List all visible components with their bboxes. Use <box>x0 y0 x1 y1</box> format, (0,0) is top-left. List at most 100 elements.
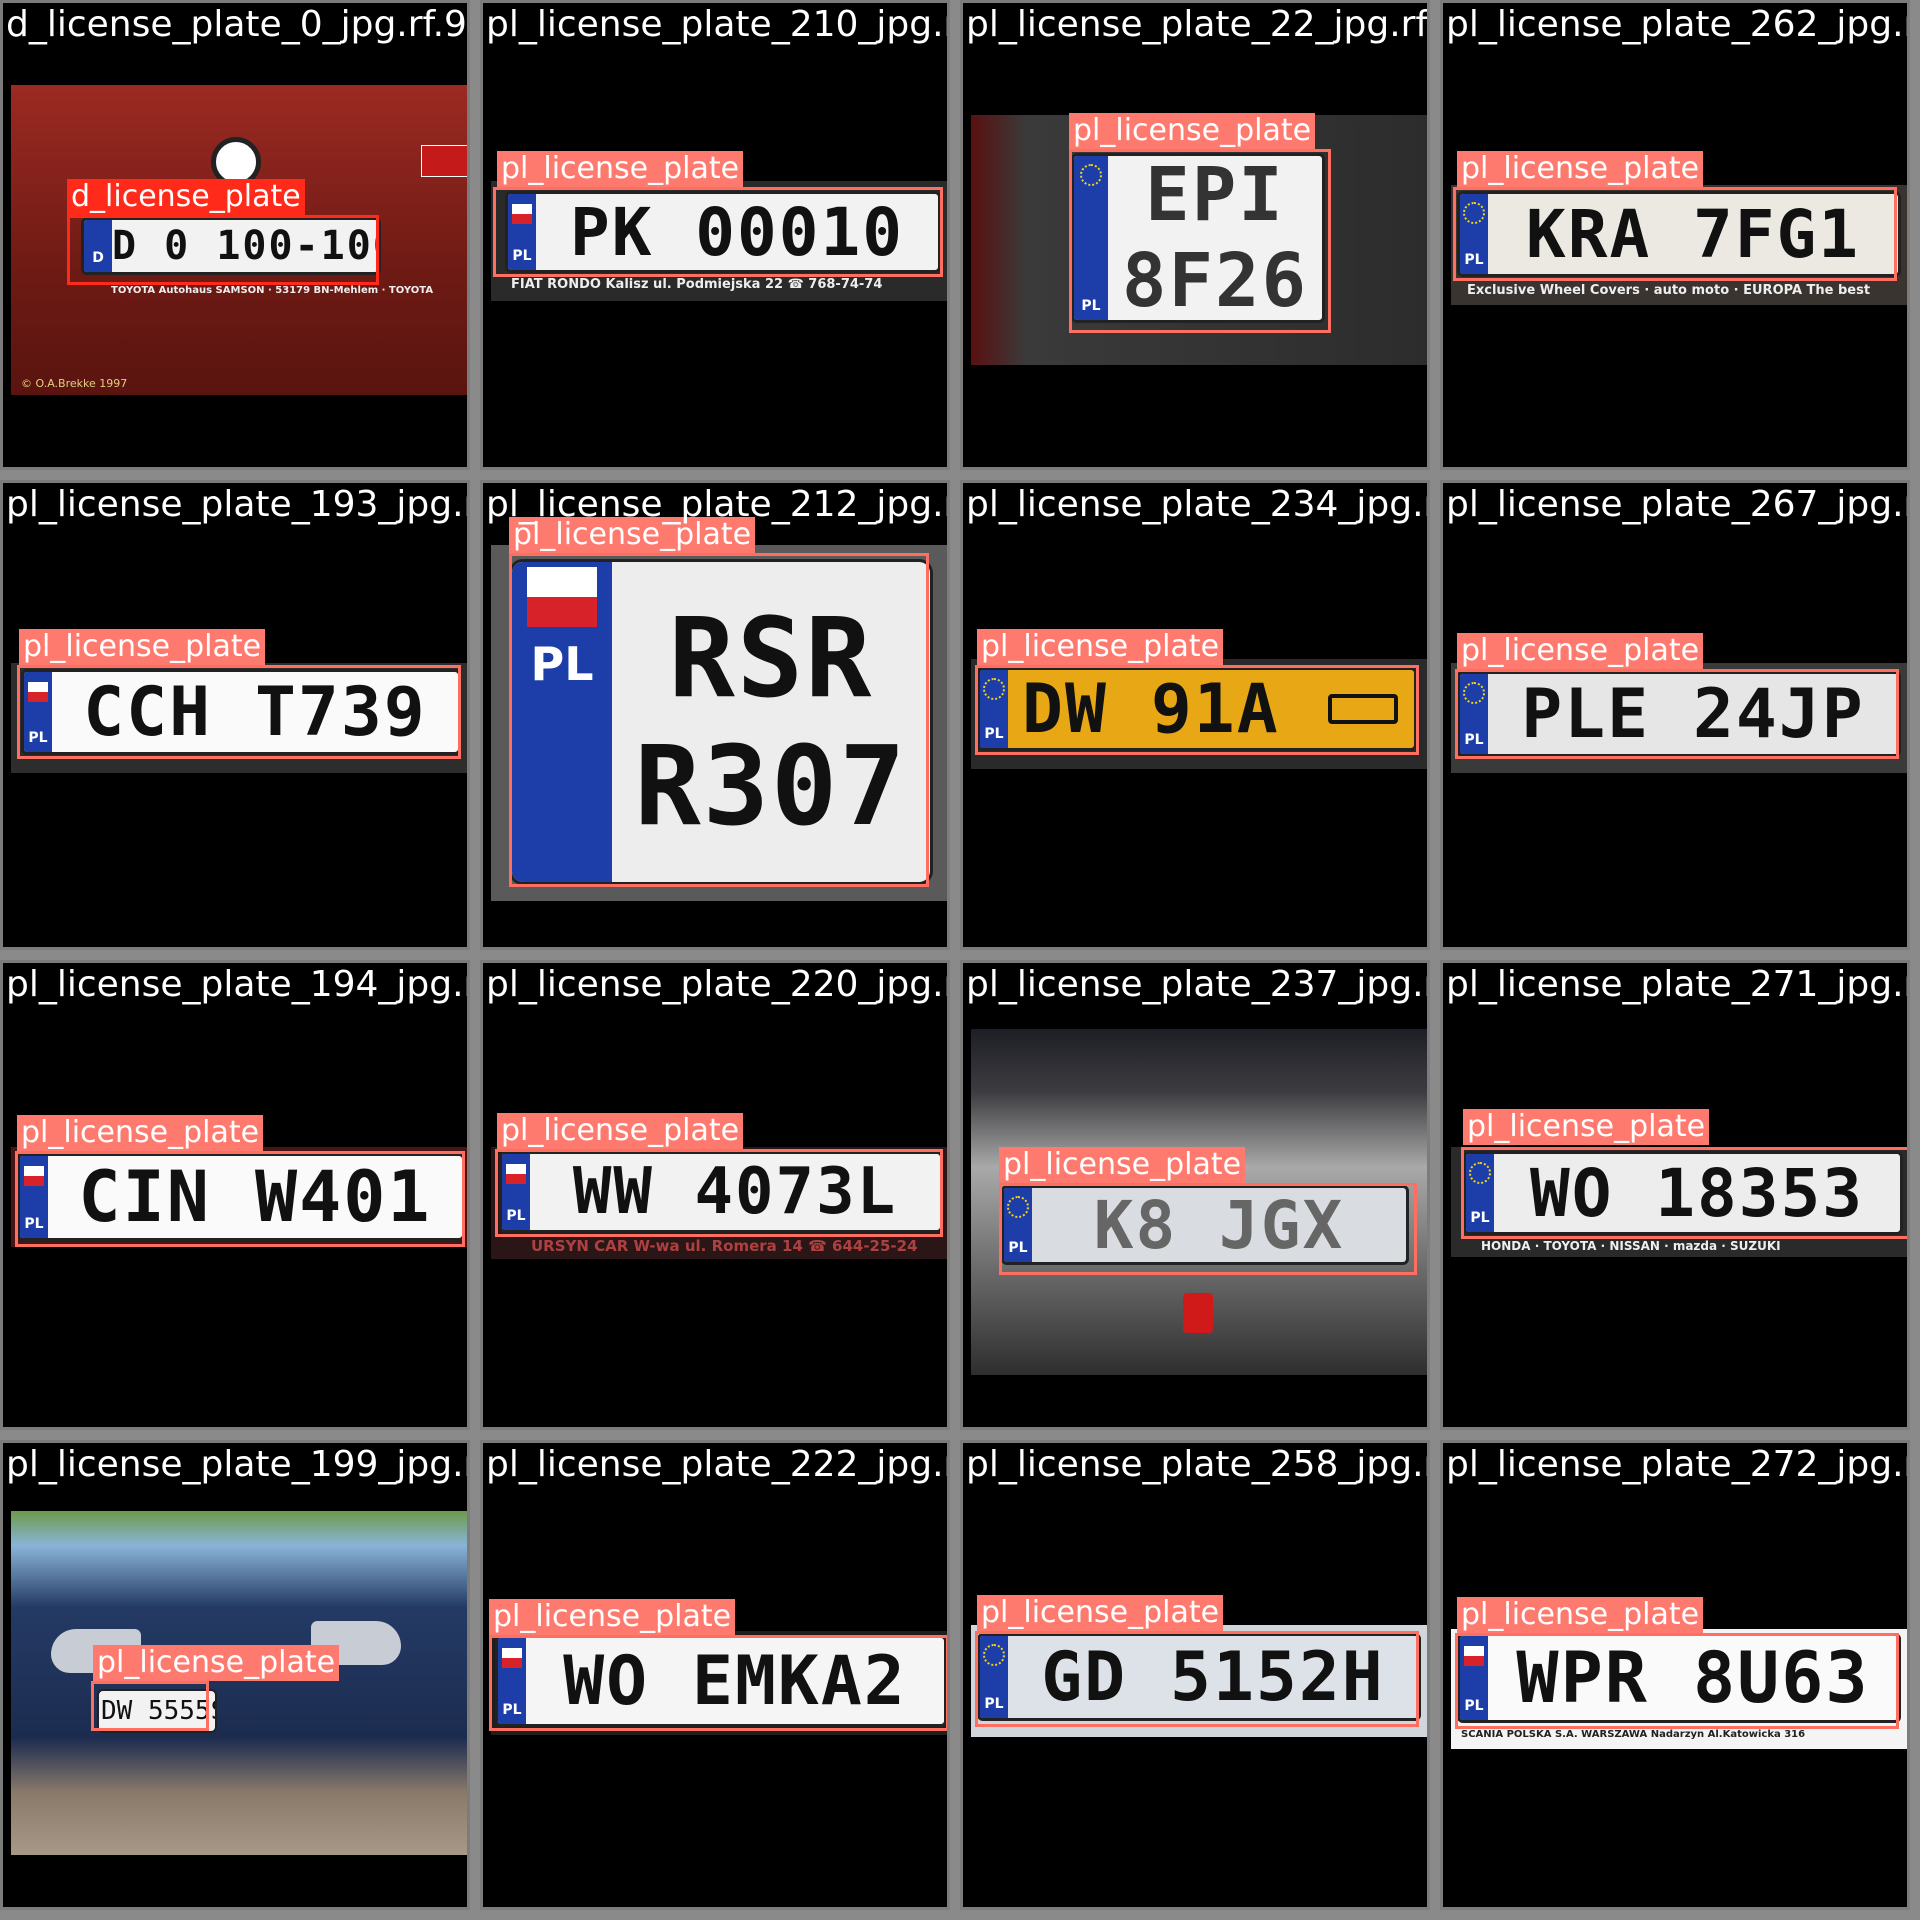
plate: PL WO 18353 <box>1463 1151 1903 1235</box>
tile-15: pl_license_plate_272_jpg.rf. PL WPR 8U63… <box>1440 1440 1910 1910</box>
class-label: pl_license_plate <box>497 1113 744 1149</box>
bounding-box <box>509 553 929 887</box>
plate-photo: PL WO 18353 HONDA · TOYOTA · NISSAN · ma… <box>1451 1147 1907 1257</box>
plate: PL KRA 7FG1 <box>1457 191 1901 277</box>
car-front-photo: DW 5555S <box>11 1511 467 1855</box>
plate-text: CIN W401 <box>78 1156 432 1238</box>
plate-line-1: EPI <box>1145 153 1285 238</box>
eu-band: PL <box>980 1636 1008 1718</box>
tile-4: pl_license_plate_193_jpg.rf.f4c3f69f16e … <box>0 480 470 950</box>
tile-title: pl_license_plate_212_jpg.rf.d43bd4e125d5 <box>486 484 947 525</box>
tile-7: pl_license_plate_267_jpg.rf. PL PLE 24JP… <box>1440 480 1910 950</box>
bounding-box <box>1461 1147 1907 1239</box>
tile-3: pl_license_plate_262_jpg.rf. PL KRA 7FG1… <box>1440 0 1910 470</box>
class-label: pl_license_plate <box>977 1595 1224 1631</box>
tile-12: pl_license_plate_199_jpg.rf.a36f20299a D… <box>0 1440 470 1910</box>
bounding-box <box>1455 1633 1899 1729</box>
plate-photo: PL PK 00010 FIAT RONDO Kalisz ul. Podmie… <box>491 181 947 301</box>
eu-band: PL <box>1460 674 1488 754</box>
photo-credit: © O.A.Brekke 1997 <box>21 377 128 390</box>
eu-band: PL <box>512 562 612 882</box>
eu-band: PL <box>24 672 52 752</box>
tile-title: pl_license_plate_272_jpg.rf. <box>1446 1444 1910 1485</box>
bounding-box <box>975 1631 1419 1727</box>
tile-title: pl_license_plate_194_jpg.rf.0297259e3624 <box>6 964 467 1005</box>
plate: PL DW 91A <box>977 667 1417 751</box>
plate-photo: PL CIN W401 <box>11 1147 467 1247</box>
plate-photo: PL RSR R307 <box>491 545 947 901</box>
bounding-box <box>1455 669 1899 759</box>
plate-line-2: 8F26 <box>1121 238 1309 323</box>
class-label: pl_license_plate <box>93 1645 340 1681</box>
class-label: pl_license_plate <box>509 517 756 553</box>
plate: PL GD 5152H <box>977 1633 1421 1721</box>
pl-flag <box>527 567 597 627</box>
plate-text: WPR 8U63 <box>1516 1637 1870 1719</box>
class-label: pl_license_plate <box>1463 1109 1710 1145</box>
plate-text: K8 JGX <box>1093 1186 1345 1264</box>
plate: PL CCH T739 <box>21 669 461 755</box>
tile-title: pl_license_plate_237_jpg.rf.7bb6448adf20 <box>966 964 1427 1005</box>
class-label: pl_license_plate <box>1457 633 1704 669</box>
bounding-box <box>17 665 461 759</box>
plate-text: DW 91A <box>1022 669 1280 749</box>
dealer-strip: HONDA · TOYOTA · NISSAN · mazda · SUZUKI <box>1481 1239 1781 1253</box>
bounding-box <box>1069 149 1331 333</box>
plate: PL PLE 24JP <box>1457 671 1901 757</box>
car-rear-photo: PL K8 JGX <box>971 1029 1427 1375</box>
plate-line-2: R307 <box>634 722 908 850</box>
tile-title: d_license_plate_0_jpg.rf.908da22e4801765 <box>6 4 467 45</box>
plate-text: PLE 24JP <box>1521 674 1865 754</box>
plate: PL WW 4073L <box>499 1151 943 1233</box>
plate-text: GD 5152H <box>1041 1637 1385 1717</box>
class-label: pl_license_plate <box>977 629 1224 665</box>
plate-photo: PL EPI 8F26 <box>971 115 1427 365</box>
tile-13: pl_license_plate_222_jpg.rf.2085f0fa5a62… <box>480 1440 950 1910</box>
plate-photo: PL GD 5152H <box>971 1625 1427 1737</box>
tile-6: pl_license_plate_234_jpg.rf.0e05f1e3509f… <box>960 480 1430 950</box>
tile-title: pl_license_plate_199_jpg.rf.a36f20299a <box>6 1444 467 1485</box>
bounding-box <box>999 1183 1417 1275</box>
plate-text: PK 00010 <box>570 193 904 271</box>
dealer-strip: URSYN CAR W-wa ul. Romera 14 ☎ 644-25-24 <box>531 1237 918 1255</box>
eu-band: PL <box>1460 1636 1488 1720</box>
bounding-box <box>67 215 379 285</box>
tile-11: pl_license_plate_271_jpg.rf. PL WO 18353… <box>1440 960 1910 1430</box>
tile-0: d_license_plate_0_jpg.rf.908da22e4801765… <box>0 0 470 470</box>
bounding-box <box>493 187 943 277</box>
eu-band: PL <box>980 670 1008 748</box>
eu-band: PL <box>1460 194 1488 274</box>
plate-line-1: RSR <box>668 594 874 722</box>
eu-band: PL <box>1466 1154 1494 1232</box>
plate-text: WO EMKA2 <box>563 1641 907 1721</box>
eu-band: PL <box>1074 156 1108 320</box>
dealer-strip: SCANIA POLSKA S.A. WARSZAWA Nadarzyn Al.… <box>1461 1729 1806 1740</box>
plate-photo: PL DW 91A <box>971 659 1427 769</box>
vintage-car-icon <box>1328 694 1398 724</box>
plate-text-block: EPI 8F26 <box>1108 153 1322 323</box>
tile-title: pl_license_plate_210_jpg.rf.32bbd5087771 <box>486 4 947 45</box>
plate-photo: PL PLE 24JP <box>1451 663 1907 773</box>
plate-text: KRA 7FG1 <box>1526 195 1860 273</box>
plate-photo: PL CCH T739 <box>11 663 467 773</box>
tile-title: pl_license_plate_222_jpg.rf.2085f0fa5a62 <box>486 1444 947 1485</box>
plate-text: DW 5555S <box>101 1696 217 1726</box>
bounding-box <box>975 665 1419 755</box>
class-label: pl_license_plate <box>1457 1597 1704 1633</box>
tile-title: pl_license_plate_267_jpg.rf. <box>1446 484 1910 525</box>
eu-band: PL <box>20 1156 48 1238</box>
car-photo: D D 0 100-100 TOYOTA Autohaus SAMSON · 5… <box>11 85 467 395</box>
bounding-box <box>15 1151 465 1247</box>
class-label: pl_license_plate <box>1457 151 1704 187</box>
class-label: pl_license_plate <box>497 151 744 187</box>
plate-text-block: RSR R307 <box>612 594 930 850</box>
eu-band: PL <box>498 1638 526 1724</box>
tile-5: pl_license_plate_212_jpg.rf.d43bd4e125d5… <box>480 480 950 950</box>
tile-title: pl_license_plate_193_jpg.rf.f4c3f69f16e <box>6 484 467 525</box>
plate: DW 5555S <box>97 1689 217 1733</box>
tile-title: pl_license_plate_22_jpg.rf.573700e75e795… <box>966 4 1427 45</box>
plate: PL CIN W401 <box>17 1153 465 1241</box>
tile-title: pl_license_plate_271_jpg.rf. <box>1446 964 1910 1005</box>
eu-band: PL <box>1004 1188 1032 1262</box>
